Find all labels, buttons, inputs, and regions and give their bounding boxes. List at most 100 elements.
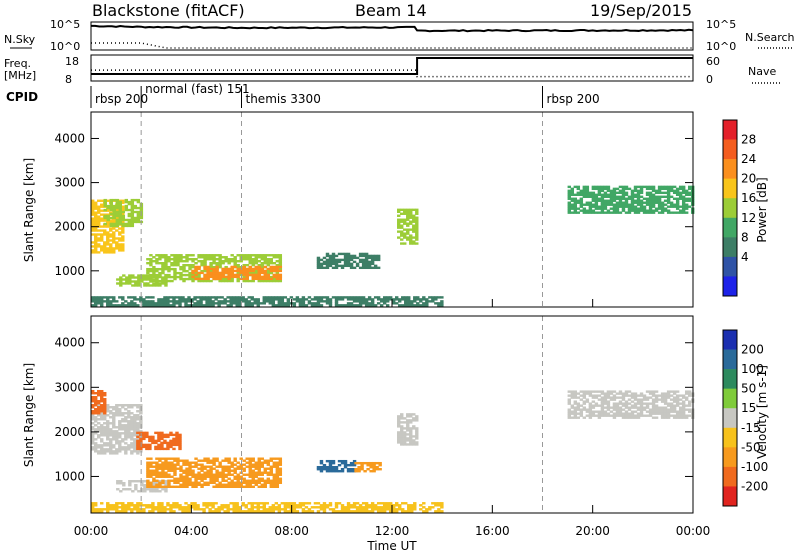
- power-cell: [103, 219, 107, 222]
- power-cell: [173, 269, 177, 273]
- vel-cell: [367, 506, 372, 509]
- vel-cell: [118, 414, 122, 417]
- power-cell: [615, 187, 620, 191]
- power-cell: [681, 205, 686, 208]
- power-cell: [106, 231, 110, 234]
- vel-cell: [250, 502, 254, 505]
- power-cell: [268, 298, 272, 301]
- power-cell: [170, 267, 174, 271]
- vel-cell: [681, 402, 686, 405]
- vel-cell: [275, 481, 280, 484]
- vel-cell: [149, 488, 153, 491]
- power-cell: [585, 203, 590, 206]
- vel-cell: [139, 422, 143, 425]
- vel-cell: [133, 450, 137, 453]
- power-cell: [94, 211, 98, 214]
- power-cell: [208, 300, 212, 303]
- power-cell: [334, 300, 339, 303]
- vel-cell: [369, 463, 373, 467]
- power-cell: [633, 193, 638, 197]
- power-cell: [594, 187, 599, 191]
- power-cell: [97, 243, 101, 246]
- vel-cell: [259, 506, 263, 509]
- power-cell: [630, 209, 635, 212]
- vel-cell: [346, 506, 351, 509]
- vel-cell: [376, 502, 381, 505]
- power-cell: [367, 260, 372, 264]
- vel-cell: [307, 502, 312, 505]
- vel-cell: [278, 459, 283, 462]
- vel-cell: [173, 479, 177, 482]
- vel-cell: [260, 485, 264, 488]
- vel-cell: [149, 463, 153, 466]
- power-cell: [220, 296, 224, 299]
- vel-cell: [250, 510, 254, 513]
- vel-cell: [663, 408, 668, 411]
- vel-cell: [202, 504, 206, 507]
- vel-cell: [175, 504, 179, 507]
- power-cell: [100, 217, 104, 220]
- vel-cell: [112, 408, 116, 411]
- vel-cell: [212, 475, 216, 478]
- vel-cell: [229, 508, 233, 511]
- vel-cell: [100, 416, 104, 419]
- vel-cell: [206, 457, 210, 460]
- power-cell: [215, 277, 219, 281]
- power-cell: [242, 258, 246, 261]
- vel-cell: [406, 439, 410, 442]
- vel-cell: [131, 490, 135, 493]
- power-cell: [630, 195, 635, 198]
- power-cell: [187, 296, 191, 299]
- vel-cell: [115, 432, 119, 435]
- power-cell: [212, 273, 216, 277]
- velocity-colorbar-swatch-1: [723, 349, 737, 370]
- power-cell: [422, 296, 426, 299]
- power-cell: [91, 213, 95, 216]
- vel-cell: [139, 404, 143, 407]
- power-cell: [660, 185, 665, 189]
- vel-cell: [121, 508, 125, 511]
- power-cell: [573, 203, 578, 206]
- vel-cell: [319, 459, 324, 463]
- vel-cell: [112, 436, 116, 439]
- vel-cell: [588, 406, 593, 409]
- vel-cell: [164, 480, 168, 483]
- vel-cell: [149, 483, 153, 486]
- power-cell: [149, 275, 153, 279]
- power-cell: [579, 201, 584, 204]
- vel-cell: [684, 414, 689, 417]
- vel-cell: [175, 443, 179, 447]
- power-cell: [152, 282, 156, 285]
- power-cell: [248, 258, 252, 261]
- vel-cell: [112, 406, 116, 409]
- vel-cell: [403, 441, 407, 444]
- vel-cell: [684, 396, 689, 399]
- power-cell: [109, 198, 113, 202]
- vel-cell: [675, 416, 680, 419]
- vel-cell: [176, 485, 180, 488]
- power-cell: [609, 193, 614, 197]
- vel-cell: [239, 457, 243, 460]
- power-cell: [224, 265, 228, 269]
- vel-cell: [118, 444, 122, 447]
- power-cell: [164, 263, 168, 267]
- vel-cell: [184, 502, 188, 505]
- power-colorbar-tick-0: 28: [741, 133, 756, 147]
- vel-cell: [139, 420, 143, 423]
- power-cell: [203, 258, 207, 261]
- power-cell: [585, 193, 590, 197]
- vel-cell: [190, 506, 194, 509]
- vel-cell: [106, 410, 110, 413]
- vel-cell: [570, 416, 575, 419]
- power-cell: [91, 245, 95, 248]
- power-cell: [654, 207, 659, 210]
- power-cell: [328, 298, 333, 301]
- vel-cell: [175, 435, 179, 439]
- power-cell: [212, 271, 216, 275]
- cpid-segment-label-1: normal (fast) 151: [145, 82, 249, 96]
- vel-cell: [630, 400, 635, 403]
- vel-cell: [654, 400, 659, 403]
- vel-cell: [669, 406, 674, 409]
- vel-cell: [100, 396, 104, 399]
- vel-cell: [410, 504, 414, 507]
